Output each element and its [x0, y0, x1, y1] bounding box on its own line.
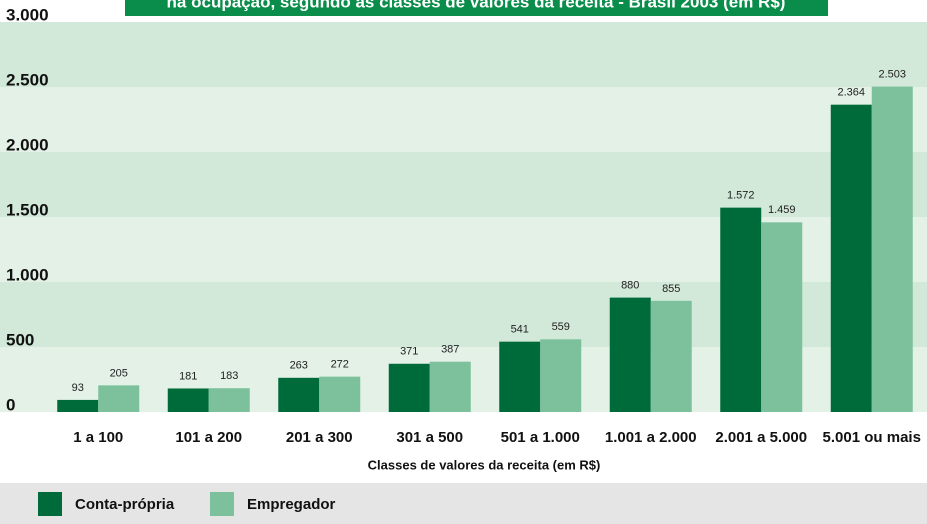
- bar: [278, 377, 320, 412]
- bar: [208, 388, 250, 412]
- bar: [98, 385, 140, 412]
- bar-value-label: 371: [400, 346, 418, 358]
- bar: [720, 207, 762, 412]
- y-tick-label: 3.000: [6, 5, 49, 24]
- bar-value-label: 1.572: [727, 190, 755, 202]
- legend-label: Conta-própria: [75, 496, 175, 513]
- bar: [830, 104, 872, 413]
- bar: [499, 341, 541, 412]
- bar-value-label: 272: [331, 359, 349, 371]
- bar-value-label: 541: [511, 324, 529, 336]
- grid-band: [0, 22, 927, 87]
- x-tick-label: 1 a 100: [73, 429, 123, 446]
- x-tick-label: 501 a 1.000: [501, 429, 580, 446]
- bar: [57, 399, 99, 412]
- bar-value-label: 1.459: [768, 204, 796, 216]
- bar: [650, 300, 692, 412]
- bar-value-label: 855: [662, 283, 680, 295]
- y-tick-label: 2.500: [6, 70, 49, 89]
- legend-swatch: [38, 492, 62, 516]
- x-tick-label: 1.001 a 2.000: [605, 429, 697, 446]
- legend-swatch: [210, 492, 234, 516]
- x-tick-label: 301 a 500: [396, 429, 463, 446]
- x-tick-label: 101 a 200: [175, 429, 242, 446]
- x-tick-label: 2.001 a 5.000: [715, 429, 807, 446]
- bar: [167, 388, 209, 412]
- y-tick-label: 500: [6, 330, 34, 349]
- y-tick-label: 0: [6, 395, 15, 414]
- bar-value-label: 93: [72, 382, 84, 394]
- y-tick-label: 1.000: [6, 265, 49, 284]
- chart-title: na ocupação, segundo as classes de valor…: [167, 0, 786, 11]
- bar-value-label: 263: [290, 360, 308, 372]
- x-axis-title: Classes de valores da receita (em R$): [368, 457, 601, 472]
- bar-value-label: 205: [110, 367, 128, 379]
- bar: [429, 361, 471, 412]
- bar: [540, 339, 582, 412]
- bar-value-label: 183: [220, 370, 238, 382]
- bar: [761, 222, 803, 412]
- y-tick-label: 1.500: [6, 200, 49, 219]
- bar: [609, 297, 651, 412]
- bar: [319, 376, 361, 412]
- legend-label: Empregador: [247, 496, 336, 513]
- bar: [388, 363, 430, 412]
- legend-background: [0, 483, 927, 524]
- x-tick-label: 201 a 300: [286, 429, 353, 446]
- bar-value-label: 2.364: [837, 87, 865, 99]
- bar-value-label: 2.503: [878, 69, 906, 81]
- grid-band: [0, 87, 927, 152]
- bar-value-label: 387: [441, 344, 459, 356]
- bar-value-label: 880: [621, 280, 639, 292]
- title-box: [125, 0, 828, 16]
- x-tick-label: 5.001 ou mais: [823, 429, 921, 446]
- bar-value-label: 559: [552, 321, 570, 333]
- y-tick-label: 2.000: [6, 135, 49, 154]
- bar: [871, 86, 913, 413]
- grid-band: [0, 152, 927, 217]
- bar-value-label: 181: [179, 370, 197, 382]
